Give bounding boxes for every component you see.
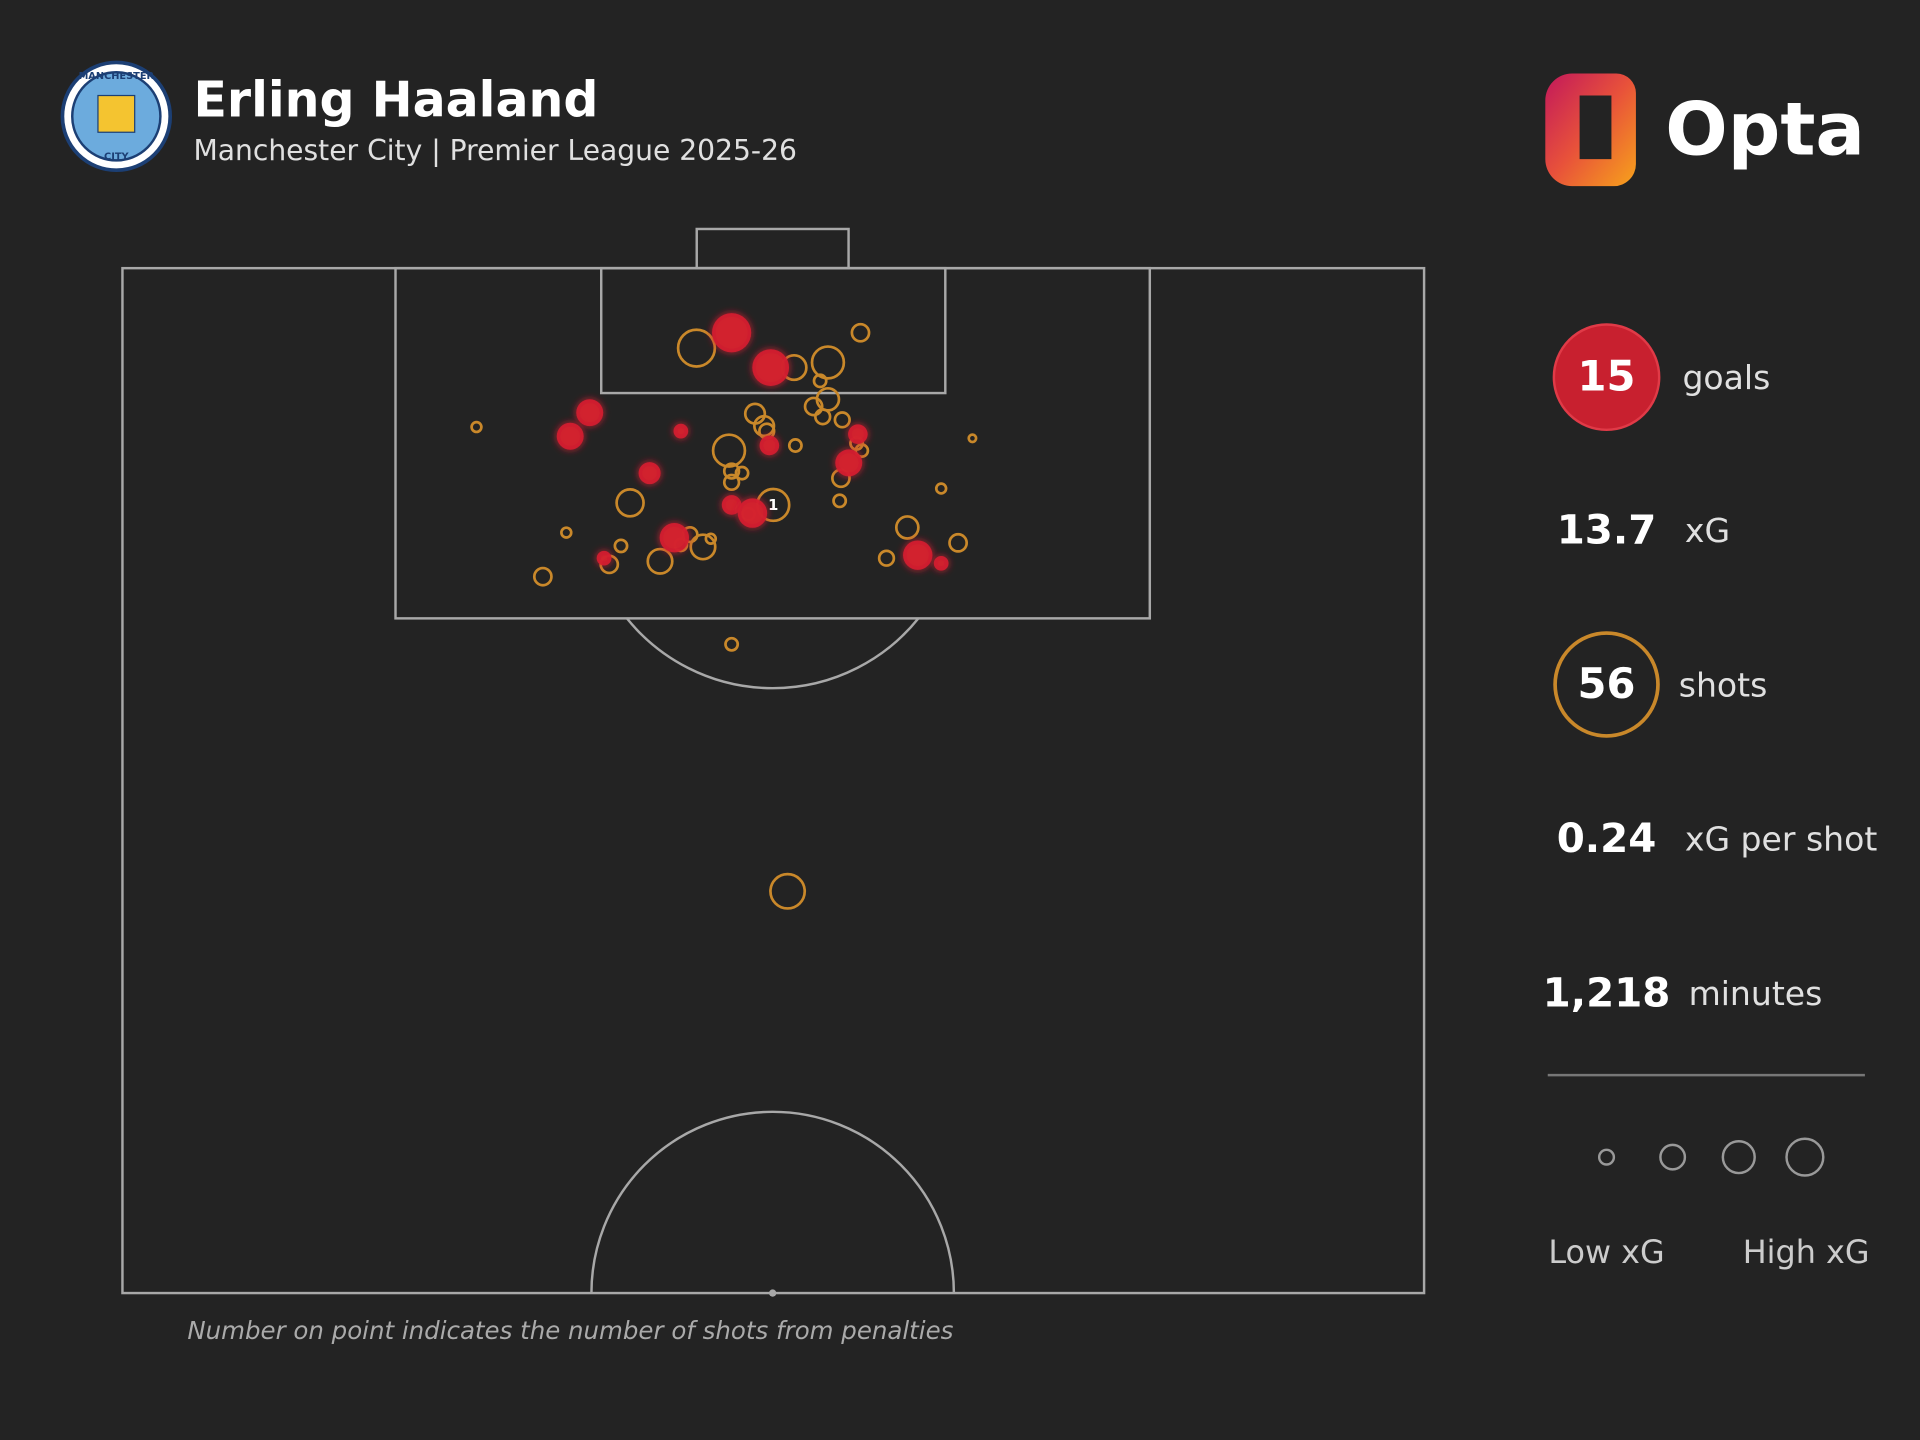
shot <box>613 538 629 554</box>
shot <box>850 322 871 343</box>
goal-shot <box>721 495 742 515</box>
shot <box>803 396 824 417</box>
goal-shot <box>638 462 661 485</box>
legend-high: High xG <box>1743 1233 1870 1271</box>
pitch <box>121 227 1426 1297</box>
shots: 1 <box>470 313 978 910</box>
goal-shot <box>848 424 868 444</box>
shot <box>560 526 573 539</box>
shot <box>833 411 851 429</box>
goal-shot <box>933 555 949 571</box>
shots-value: 56 <box>1578 659 1636 708</box>
shot <box>722 462 741 480</box>
goals-value: 15 <box>1578 352 1636 401</box>
shot <box>470 420 483 434</box>
shot <box>814 408 832 426</box>
subtitle: Manchester City | Premier League 2025-26 <box>193 134 796 167</box>
shot <box>877 549 896 567</box>
footnote: Number on point indicates the number of … <box>187 1316 953 1345</box>
goals-label: goals <box>1682 358 1770 397</box>
goal-shot <box>659 523 690 553</box>
shot <box>734 465 750 481</box>
shot <box>722 473 741 492</box>
goal-shot <box>596 550 612 566</box>
goal-shot <box>556 422 584 450</box>
shot <box>832 493 848 509</box>
shot <box>704 532 718 545</box>
shot <box>689 533 717 561</box>
goal-shot <box>752 349 790 386</box>
badge-top: MANCHESTER <box>79 71 155 82</box>
shot <box>934 482 948 495</box>
shot <box>787 438 803 453</box>
shot <box>646 547 674 575</box>
goal-shot <box>712 313 752 353</box>
goal-shot <box>576 399 604 427</box>
penalty-count: 1 <box>768 497 778 514</box>
opta-logo: Opta <box>1545 73 1865 187</box>
brand: Opta <box>1665 88 1865 173</box>
xg-value: 13.7 <box>1557 506 1657 554</box>
title: Erling Haaland <box>193 71 598 128</box>
shot <box>724 636 740 652</box>
shot <box>532 566 553 587</box>
badge: MANCHESTER CITY <box>60 60 173 173</box>
goal-shot <box>903 540 933 570</box>
shot <box>894 515 920 540</box>
goal-shot <box>673 423 689 439</box>
stats: 15 goals 13.7 xG 56 shots 0.24 xG per sh… <box>1543 323 1877 1077</box>
shot <box>948 532 969 553</box>
goal-shot <box>737 498 768 528</box>
xg-per-shot-value: 0.24 <box>1557 814 1657 862</box>
shot <box>676 328 717 368</box>
shots-label: shots <box>1679 665 1768 704</box>
shot <box>615 488 645 518</box>
badge-bottom: CITY <box>104 152 129 163</box>
legend-low: Low xG <box>1548 1233 1664 1271</box>
goal-shot <box>835 449 863 477</box>
shot <box>812 373 828 389</box>
shot <box>810 345 846 380</box>
shot <box>769 872 807 910</box>
xg-label: xG <box>1685 511 1730 550</box>
shot <box>711 433 747 468</box>
shot <box>967 433 978 444</box>
legend: Low xG High xG <box>1548 1137 1870 1271</box>
goal-shot <box>759 435 780 456</box>
minutes-value: 1,218 <box>1543 969 1671 1017</box>
shot <box>753 414 776 438</box>
minutes-label: minutes <box>1689 974 1823 1013</box>
xg-per-shot-label: xG per shot <box>1685 820 1877 859</box>
